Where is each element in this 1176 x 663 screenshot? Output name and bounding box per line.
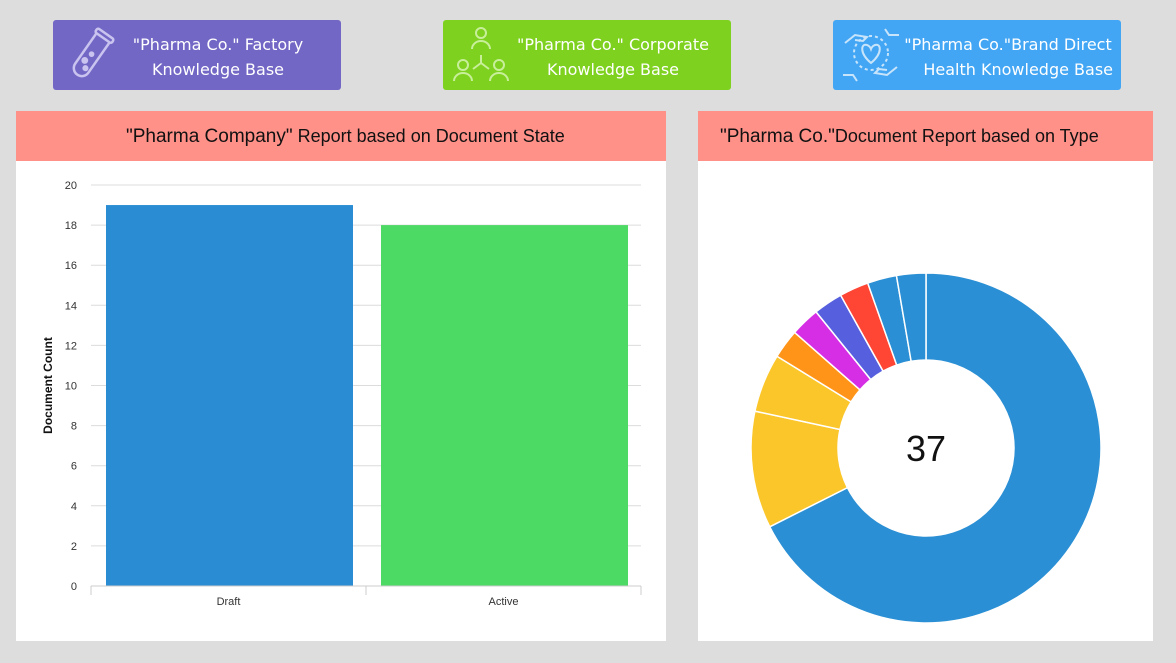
- y-tick-label: 8: [71, 421, 77, 433]
- factory-button-label: "Pharma Co." Factory Knowledge Base: [125, 32, 311, 82]
- y-tick-label: 14: [65, 300, 77, 312]
- corporate-line1: "Pharma Co." Corporate: [517, 35, 709, 54]
- y-tick-label: 6: [71, 461, 77, 473]
- brand-line1: "Pharma Co."Brand Direct: [904, 35, 1112, 54]
- factory-knowledge-base-button[interactable]: "Pharma Co." Factory Knowledge Base: [53, 20, 341, 90]
- state-title-company: "Pharma Company": [126, 126, 293, 147]
- corporate-knowledge-base-button[interactable]: "Pharma Co." Corporate Knowledge Base: [443, 20, 731, 90]
- y-tick-label: 16: [65, 260, 77, 272]
- donut-slice: [768, 272, 1102, 624]
- hands-heart-icon: [843, 28, 899, 82]
- x-tick-label: Active: [489, 596, 519, 608]
- document-state-report-card: "Pharma Company" Report based on Documen…: [16, 111, 666, 641]
- y-tick-label: 4: [71, 501, 77, 513]
- donut-slice: [895, 272, 927, 363]
- type-title-text: Document Report based on Type: [834, 126, 1099, 146]
- brand-button-label: "Pharma Co."Brand Direct Health Knowledg…: [903, 32, 1113, 82]
- type-title-company: "Pharma Co.": [720, 126, 835, 147]
- x-tick-label: Draft: [217, 596, 241, 608]
- factory-line1: "Pharma Co." Factory: [132, 35, 304, 54]
- y-axis-label: Document Count: [41, 337, 55, 434]
- donut-center-total: 37: [906, 428, 946, 469]
- y-tick-label: 0: [71, 581, 77, 593]
- y-tick-label: 10: [65, 381, 77, 393]
- y-tick-label: 20: [65, 180, 77, 192]
- state-title-text: Report based on Document State: [292, 126, 565, 146]
- bar-active: [381, 225, 628, 586]
- factory-line2: Knowledge Base: [152, 60, 284, 79]
- test-tube-icon: [72, 27, 115, 78]
- document-type-donut-chart: 37: [750, 272, 1102, 624]
- y-tick-label: 12: [65, 340, 77, 352]
- y-tick-label: 18: [65, 220, 77, 232]
- document-state-bar-chart: 0 2 4 6 8 10 12 14 16 18 20 Draft Active Document Cou…: [41, 180, 642, 608]
- brand-direct-knowledge-base-button[interactable]: "Pharma Co."Brand Direct Health Knowledg…: [833, 20, 1121, 90]
- bar-draft: [106, 205, 353, 587]
- corporate-button-label: "Pharma Co." Corporate Knowledge Base: [515, 32, 711, 82]
- document-type-report-title: "Pharma Co."Document Report based on Typ…: [698, 111, 1153, 161]
- document-state-report-title: "Pharma Company" Report based on Documen…: [16, 111, 666, 161]
- y-tick-label: 2: [71, 541, 77, 553]
- team-network-icon: [453, 27, 509, 82]
- brand-line2: Health Knowledge Base: [923, 60, 1113, 79]
- corporate-line2: Knowledge Base: [547, 60, 679, 79]
- document-type-report-card: "Pharma Co."Document Report based on Typ…: [698, 111, 1153, 641]
